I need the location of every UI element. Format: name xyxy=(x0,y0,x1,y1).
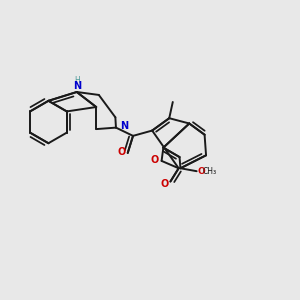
Text: H: H xyxy=(74,76,80,85)
Text: O: O xyxy=(198,167,206,176)
Text: O: O xyxy=(161,179,169,189)
Text: O: O xyxy=(151,155,159,165)
Text: N: N xyxy=(120,121,128,131)
Text: CH₃: CH₃ xyxy=(203,167,217,176)
Text: O: O xyxy=(117,147,125,158)
Text: N: N xyxy=(73,81,81,91)
